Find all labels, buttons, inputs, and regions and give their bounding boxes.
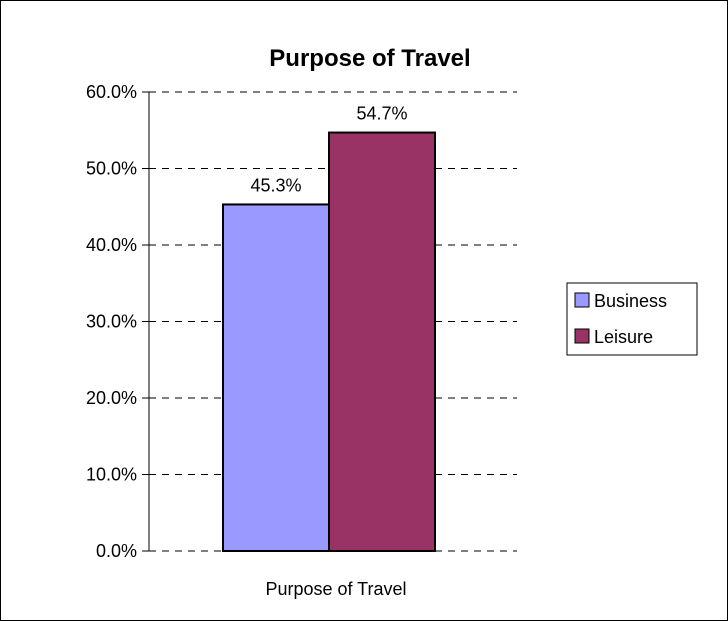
y-axis: 0.0% 10.0% 20.0% 30.0% 40.0% 50.0% 60.0% [86,82,150,561]
x-axis-label: Purpose of Travel [265,579,406,599]
y-tick-label: 30.0% [86,312,137,332]
y-tick-label: 50.0% [86,159,137,179]
legend-swatch-leisure [574,328,590,344]
data-labels: 45.3% 54.7% [250,104,407,196]
legend-swatch-business [574,292,590,308]
chart-title: Purpose of Travel [269,45,470,72]
data-label-business: 45.3% [250,175,301,195]
bar-business [222,203,330,553]
y-tick-label: 20.0% [86,388,137,408]
legend: Business Leisure [566,282,698,356]
legend-label-business: Business [594,291,667,311]
y-tick-label: 10.0% [86,465,137,485]
y-tick-label: 0.0% [96,541,137,561]
legend-label-leisure: Leisure [594,327,653,347]
y-tick-label: 40.0% [86,235,137,255]
y-tick-label: 60.0% [86,82,137,102]
data-label-leisure: 54.7% [356,104,407,124]
bars [222,131,436,553]
bar-leisure [328,131,436,552]
